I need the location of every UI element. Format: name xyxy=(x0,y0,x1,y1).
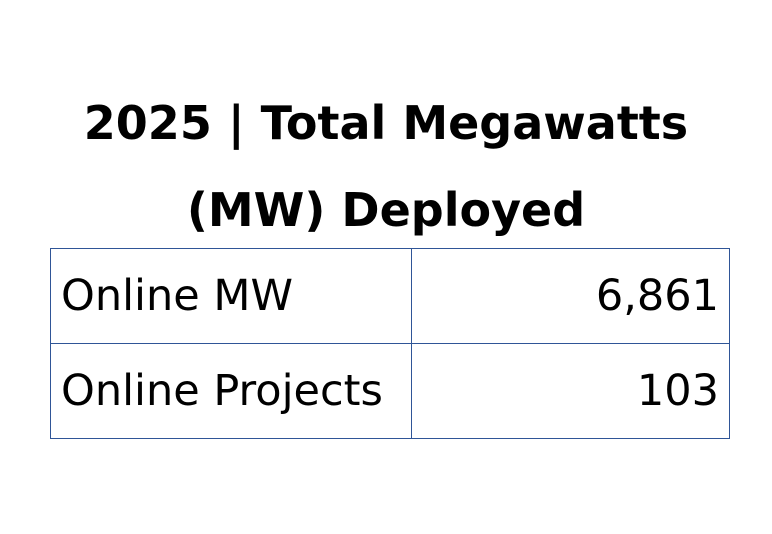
stats-table: Online MW 6,861 Online Projects 103 xyxy=(50,248,730,439)
title-line-2: (MW) Deployed xyxy=(186,183,586,237)
row-value-online-projects: 103 xyxy=(411,343,730,439)
row-label-online-projects: Online Projects xyxy=(50,343,412,439)
row-label-online-mw: Online MW xyxy=(50,248,412,344)
page-title: 2025 | Total Megawatts (MW) Deployed xyxy=(0,80,772,254)
row-value-online-mw: 6,861 xyxy=(411,248,730,344)
table-row-online-mw: Online MW 6,861 xyxy=(50,248,730,344)
title-line-1: 2025 | Total Megawatts xyxy=(83,96,689,150)
table-row-online-projects: Online Projects 103 xyxy=(50,343,730,439)
